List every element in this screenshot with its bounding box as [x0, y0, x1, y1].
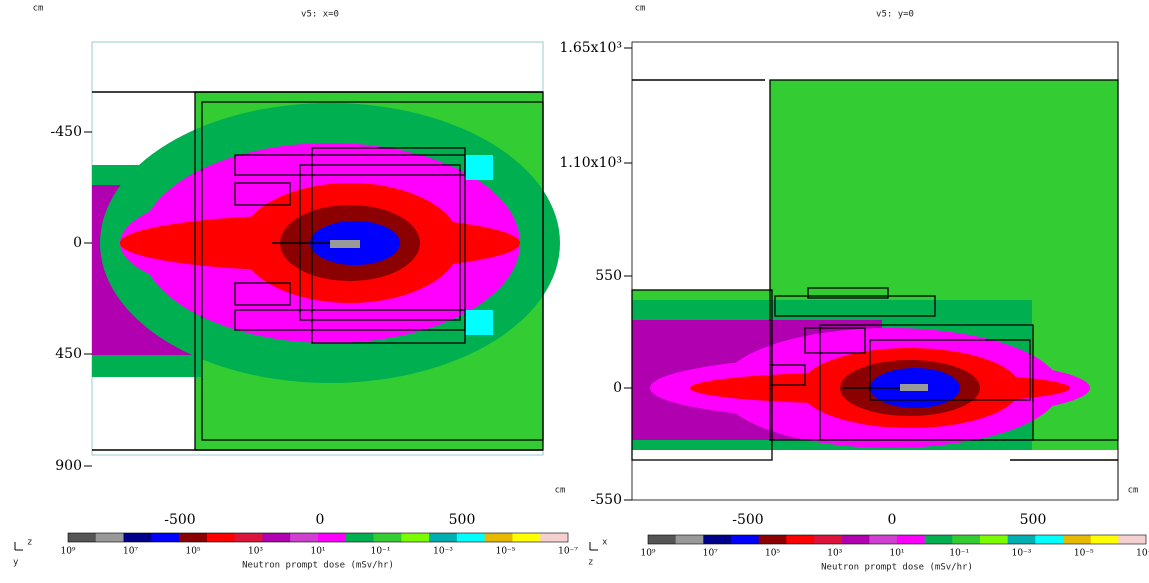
- orient-label: x: [602, 538, 608, 548]
- colorbar-swatch: [648, 535, 676, 544]
- colorbar-label: 10⁹: [640, 549, 655, 559]
- panel-title: v5: y=0: [876, 10, 914, 20]
- colorbar-swatch: [1035, 535, 1064, 544]
- colorbar-swatch: [786, 535, 815, 544]
- colorbar-swatch: [512, 533, 541, 542]
- colorbar-frame: [647, 534, 1147, 545]
- colorbar-label: 10¹: [310, 547, 325, 557]
- y-tick-label: 0: [73, 235, 82, 251]
- v-unit: cm: [33, 4, 44, 14]
- h-unit: cm: [1128, 486, 1139, 496]
- colorbar-label: 10⁻⁷: [1136, 549, 1149, 559]
- colorbar-title: Neutron prompt dose (mSv/hr): [821, 563, 973, 573]
- colorbar-swatch: [429, 533, 458, 542]
- y-tick-label: 0: [613, 380, 622, 396]
- colorbar-swatch: [540, 533, 569, 542]
- colorbar-swatch: [95, 533, 124, 542]
- x-tick-label: -500: [732, 512, 763, 528]
- colorbar-swatch: [952, 535, 981, 544]
- x-tick-label: 500: [449, 512, 476, 528]
- colorbar-label: 10⁻⁷: [558, 547, 578, 557]
- colorbar-label: 10⁵: [765, 549, 780, 559]
- colorbar-swatch: [814, 535, 842, 544]
- colorbar-swatch: [484, 533, 513, 542]
- colorbar-label: 10⁷: [123, 547, 138, 557]
- y-tick-label: -450: [51, 124, 82, 140]
- colorbar-swatch: [758, 535, 787, 544]
- dose-map-right: [631, 41, 1119, 501]
- colorbar-swatch: [456, 533, 485, 542]
- y-tick-label: 450: [55, 346, 82, 362]
- colorbar-swatch: [675, 535, 704, 544]
- colorbar-label: 10⁻⁵: [496, 547, 516, 557]
- colorbar-swatch: [123, 533, 152, 542]
- dose-map-left: [91, 41, 560, 456]
- x-tick-label: 0: [888, 512, 897, 528]
- panel-title: v5: x=0: [301, 10, 339, 20]
- colorbar-swatch: [1063, 535, 1091, 544]
- colorbar-label: 10⁻⁵: [1074, 549, 1094, 559]
- y-tick-label: 900: [55, 458, 82, 474]
- h-unit: cm: [555, 486, 566, 496]
- colorbar-label: 10⁷: [703, 549, 718, 559]
- colorbar-swatch: [1007, 535, 1036, 544]
- colorbar-swatch: [869, 535, 898, 544]
- colorbar-swatch: [703, 535, 732, 544]
- colorbar-swatch: [151, 533, 180, 542]
- colorbar-swatch: [234, 533, 263, 542]
- colorbar-label: 10⁻³: [1012, 549, 1032, 559]
- y-tick-label: 1.10x10³: [560, 155, 623, 171]
- y-tick-label: -550: [591, 492, 622, 508]
- colorbar-swatch: [1118, 535, 1147, 544]
- colorbar-label: 10⁹: [60, 547, 75, 557]
- colorbar-swatch: [290, 533, 319, 542]
- colorbar-swatch: [373, 533, 402, 542]
- colorbar-swatch: [206, 533, 235, 542]
- colorbar-swatch: [980, 535, 1008, 544]
- colorbar-swatch: [345, 533, 374, 542]
- orient-label: z: [588, 558, 593, 568]
- x-tick-label: 500: [1020, 512, 1047, 528]
- colorbar-swatch: [841, 535, 870, 544]
- colorbar-swatch: [68, 533, 97, 542]
- y-tick-label: 550: [595, 268, 622, 284]
- colorbar-title: Neutron prompt dose (mSv/hr): [242, 561, 394, 571]
- colorbar-label: 10³: [248, 547, 263, 557]
- colorbar-label: 10⁻³: [433, 547, 453, 557]
- orient-label: y: [13, 558, 19, 568]
- colorbar-swatch: [731, 535, 759, 544]
- colorbar-swatch: [897, 535, 925, 544]
- colorbar-frame: [67, 532, 569, 543]
- colorbar-swatch: [1090, 535, 1119, 544]
- colorbar-swatch: [318, 533, 347, 542]
- colorbar-label: 10¹: [889, 549, 904, 559]
- v-unit: cm: [635, 4, 646, 14]
- colorbar-swatch: [179, 533, 208, 542]
- x-tick-label: -500: [164, 512, 195, 528]
- x-tick-label: 0: [316, 512, 325, 528]
- colorbar-swatch: [401, 533, 430, 542]
- colorbar-swatch: [924, 535, 953, 544]
- colorbar-label: 10⁻¹: [371, 547, 391, 557]
- colorbar-label: 10⁻¹: [949, 549, 969, 559]
- colorbar-swatch: [262, 533, 291, 542]
- colorbar-label: 10³: [827, 549, 842, 559]
- orient-label: z: [27, 538, 32, 548]
- y-tick-label: 1.65x10³: [560, 40, 623, 56]
- colorbar-label: 10⁵: [185, 547, 200, 557]
